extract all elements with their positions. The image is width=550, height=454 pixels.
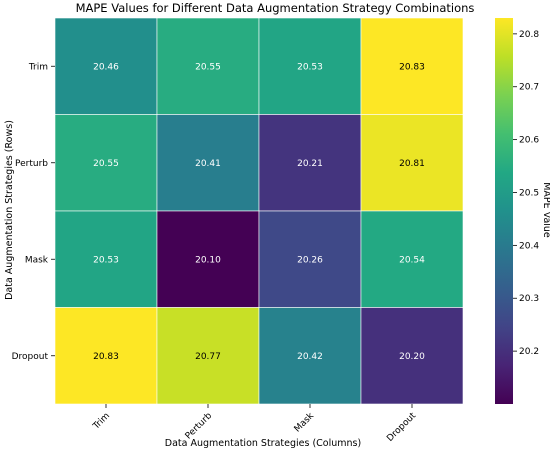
heatmap-cell xyxy=(258,114,362,212)
x-tick-label: Perturb xyxy=(184,411,215,442)
cell-value-label: 20.83 xyxy=(93,352,119,362)
colorbar-tick-label: 20.4 xyxy=(519,241,539,251)
y-axis-ticks: Trim Perturb Mask Dropout xyxy=(12,62,55,362)
colorbar-gradient xyxy=(495,18,513,404)
cell-value-label: 20.54 xyxy=(399,255,425,265)
colorbar-tick-label: 20.7 xyxy=(519,83,539,93)
cell-value-label: 20.42 xyxy=(297,352,323,362)
colorbar-tick-label: 20.5 xyxy=(519,188,539,198)
cell-value-label: 20.53 xyxy=(93,255,119,265)
heatmap-cell xyxy=(54,17,158,115)
heatmap-cell xyxy=(360,17,464,115)
chart-title: MAPE Values for Different Data Augmentat… xyxy=(76,1,475,15)
heatmap-cell xyxy=(156,307,260,405)
colorbar-label: MAPE Value xyxy=(541,182,550,238)
heatmap-cell xyxy=(54,114,158,212)
heatmap-cell xyxy=(156,210,260,308)
heatmap-cell xyxy=(360,307,464,405)
cell-value-label: 20.81 xyxy=(399,159,425,169)
colorbar-tick-label: 20.2 xyxy=(519,347,539,357)
heatmap-cell xyxy=(54,307,158,405)
heatmap-cell xyxy=(156,114,260,212)
cell-value-label: 20.41 xyxy=(195,159,221,169)
x-tick-label: Trim xyxy=(91,411,112,432)
colorbar-tick-label: 20.3 xyxy=(519,294,539,304)
cell-value-label: 20.46 xyxy=(93,62,119,72)
y-axis-label: Data Augmentation Strategies (Rows) xyxy=(4,120,15,300)
cell-value-label: 20.55 xyxy=(93,159,119,169)
cell-value-label: 20.10 xyxy=(195,255,221,265)
heatmap-cell xyxy=(360,114,464,212)
heatmap-cell xyxy=(360,210,464,308)
cell-value-label: 20.21 xyxy=(297,159,323,169)
heatmap-cells: 20.46 20.55 20.53 20.83 20.55 20.41 20.21 20.81… xyxy=(54,17,464,405)
heatmap-cell xyxy=(156,17,260,115)
x-axis-label: Data Augmentation Strategies (Columns) xyxy=(165,438,361,449)
heatmap-cell xyxy=(258,307,362,405)
y-tick-label: Mask xyxy=(25,255,49,265)
cell-value-label: 20.83 xyxy=(399,62,425,72)
colorbar-tick-label: 20.6 xyxy=(519,136,539,146)
cell-value-label: 20.53 xyxy=(297,62,323,72)
cell-value-label: 20.55 xyxy=(195,62,221,72)
cell-value-label: 20.26 xyxy=(297,255,323,265)
heatmap-cell xyxy=(258,17,362,115)
colorbar: 20.2 20.3 20.4 20.5 20.6 20.7 20.8 xyxy=(495,18,539,404)
x-tick-label: Dropout xyxy=(385,411,418,444)
x-tick-label: Mask xyxy=(293,410,317,434)
colorbar-tick-label: 20.8 xyxy=(519,30,539,40)
y-tick-label: Perturb xyxy=(15,159,48,169)
cell-value-label: 20.20 xyxy=(399,352,425,362)
cell-value-label: 20.77 xyxy=(195,352,221,362)
y-tick-label: Dropout xyxy=(12,352,49,362)
y-tick-label: Trim xyxy=(28,62,48,72)
